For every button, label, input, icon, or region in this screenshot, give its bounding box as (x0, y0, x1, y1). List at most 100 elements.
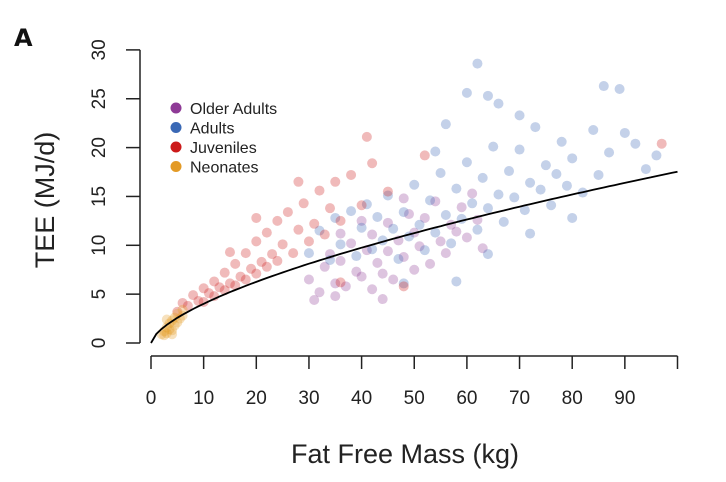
point-juveniles (298, 198, 309, 209)
point-juveniles (172, 306, 183, 317)
point-older-adults (367, 284, 378, 295)
point-adults (440, 119, 451, 130)
legend-label: Adults (190, 121, 234, 138)
point-adults (351, 251, 362, 262)
point-older-adults (440, 248, 451, 259)
point-adults (567, 153, 578, 164)
point-juveniles (293, 224, 304, 235)
point-older-adults (414, 241, 425, 252)
point-adults (409, 179, 420, 190)
point-adults (488, 141, 499, 152)
point-older-adults (330, 278, 341, 289)
point-juveniles (272, 255, 283, 266)
point-older-adults (367, 229, 378, 240)
point-juveniles (272, 215, 283, 226)
x-tick-label: 80 (562, 388, 583, 409)
point-older-adults (430, 196, 441, 207)
x-tick-label: 70 (509, 388, 530, 409)
y-tick-label: 30 (89, 39, 110, 60)
point-older-adults (335, 228, 346, 239)
point-juveniles (261, 227, 272, 238)
point-juveniles (293, 176, 304, 187)
point-adults (472, 224, 483, 235)
point-adults (482, 249, 493, 260)
point-juveniles (198, 283, 209, 294)
point-juveniles (203, 288, 214, 299)
point-adults (356, 222, 367, 233)
point-adults (519, 205, 530, 216)
point-adults (430, 146, 441, 157)
point-juveniles (367, 158, 378, 169)
point-adults (551, 168, 562, 179)
point-juveniles (282, 207, 293, 218)
point-juveniles (288, 248, 299, 259)
point-adults (367, 244, 378, 255)
point-juveniles (325, 203, 336, 214)
point-juveniles (330, 176, 341, 187)
point-older-adults (319, 261, 330, 272)
point-older-adults (403, 209, 414, 220)
x-tick-label: 0 (146, 388, 157, 409)
point-older-adults (382, 217, 393, 228)
point-older-adults (372, 257, 383, 268)
point-older-adults (377, 268, 388, 279)
point-juveniles (398, 281, 409, 292)
point-adults (561, 180, 572, 191)
point-adults (398, 207, 409, 218)
point-adults (446, 238, 457, 249)
point-juveniles (319, 229, 330, 240)
point-neonates (159, 330, 170, 341)
point-adults (556, 136, 567, 147)
point-adults (514, 110, 525, 121)
point-adults (651, 150, 662, 161)
fit-curve (150, 170, 678, 344)
point-juveniles (177, 297, 188, 308)
point-juveniles (214, 282, 225, 293)
panel-label: A (14, 24, 33, 52)
legend-label: Neonates (190, 160, 259, 177)
point-adults (398, 278, 409, 289)
point-juveniles (267, 249, 278, 260)
point-juveniles (240, 274, 251, 285)
point-adults (425, 195, 436, 206)
point-adults (388, 223, 399, 234)
point-adults (498, 216, 509, 227)
point-adults (493, 98, 504, 109)
point-juveniles (251, 268, 262, 279)
x-axis-title: Fat Free Mass (kg) (291, 439, 519, 469)
point-juveniles (419, 150, 430, 161)
point-juveniles (656, 138, 667, 149)
point-juveniles (261, 261, 272, 272)
point-juveniles (209, 276, 220, 287)
point-older-adults (461, 232, 472, 243)
point-adults (530, 122, 541, 133)
point-adults (525, 177, 536, 188)
axes: 0 5 10 15 20 25 30 0 10 20 30 40 50 60 70 80 90 (89, 39, 679, 409)
point-adults (451, 183, 462, 194)
legend: Older Adults Adults Juveniles Neonates (170, 101, 277, 177)
point-adults (640, 164, 651, 175)
y-tick-label: 20 (89, 137, 110, 158)
point-adults (614, 83, 625, 94)
point-juveniles (361, 131, 372, 142)
legend-marker (170, 141, 182, 153)
point-adults (346, 206, 357, 217)
x-tick-label: 40 (351, 388, 372, 409)
legend-marker (170, 161, 182, 172)
point-juveniles (309, 218, 320, 229)
point-older-adults (398, 193, 409, 204)
point-adults (630, 138, 641, 149)
point-older-adults (388, 274, 399, 285)
point-older-adults (467, 188, 478, 199)
point-adults (482, 203, 493, 214)
point-adults (540, 160, 551, 171)
point-adults (435, 168, 446, 179)
y-axis-title: TEE (MJ/d) (30, 132, 60, 269)
point-juveniles (303, 236, 314, 247)
point-older-adults (409, 264, 420, 275)
point-juveniles (224, 278, 235, 289)
point-older-adults (356, 215, 367, 226)
y-tick-label: 5 (89, 289, 110, 300)
point-older-adults (340, 281, 351, 292)
